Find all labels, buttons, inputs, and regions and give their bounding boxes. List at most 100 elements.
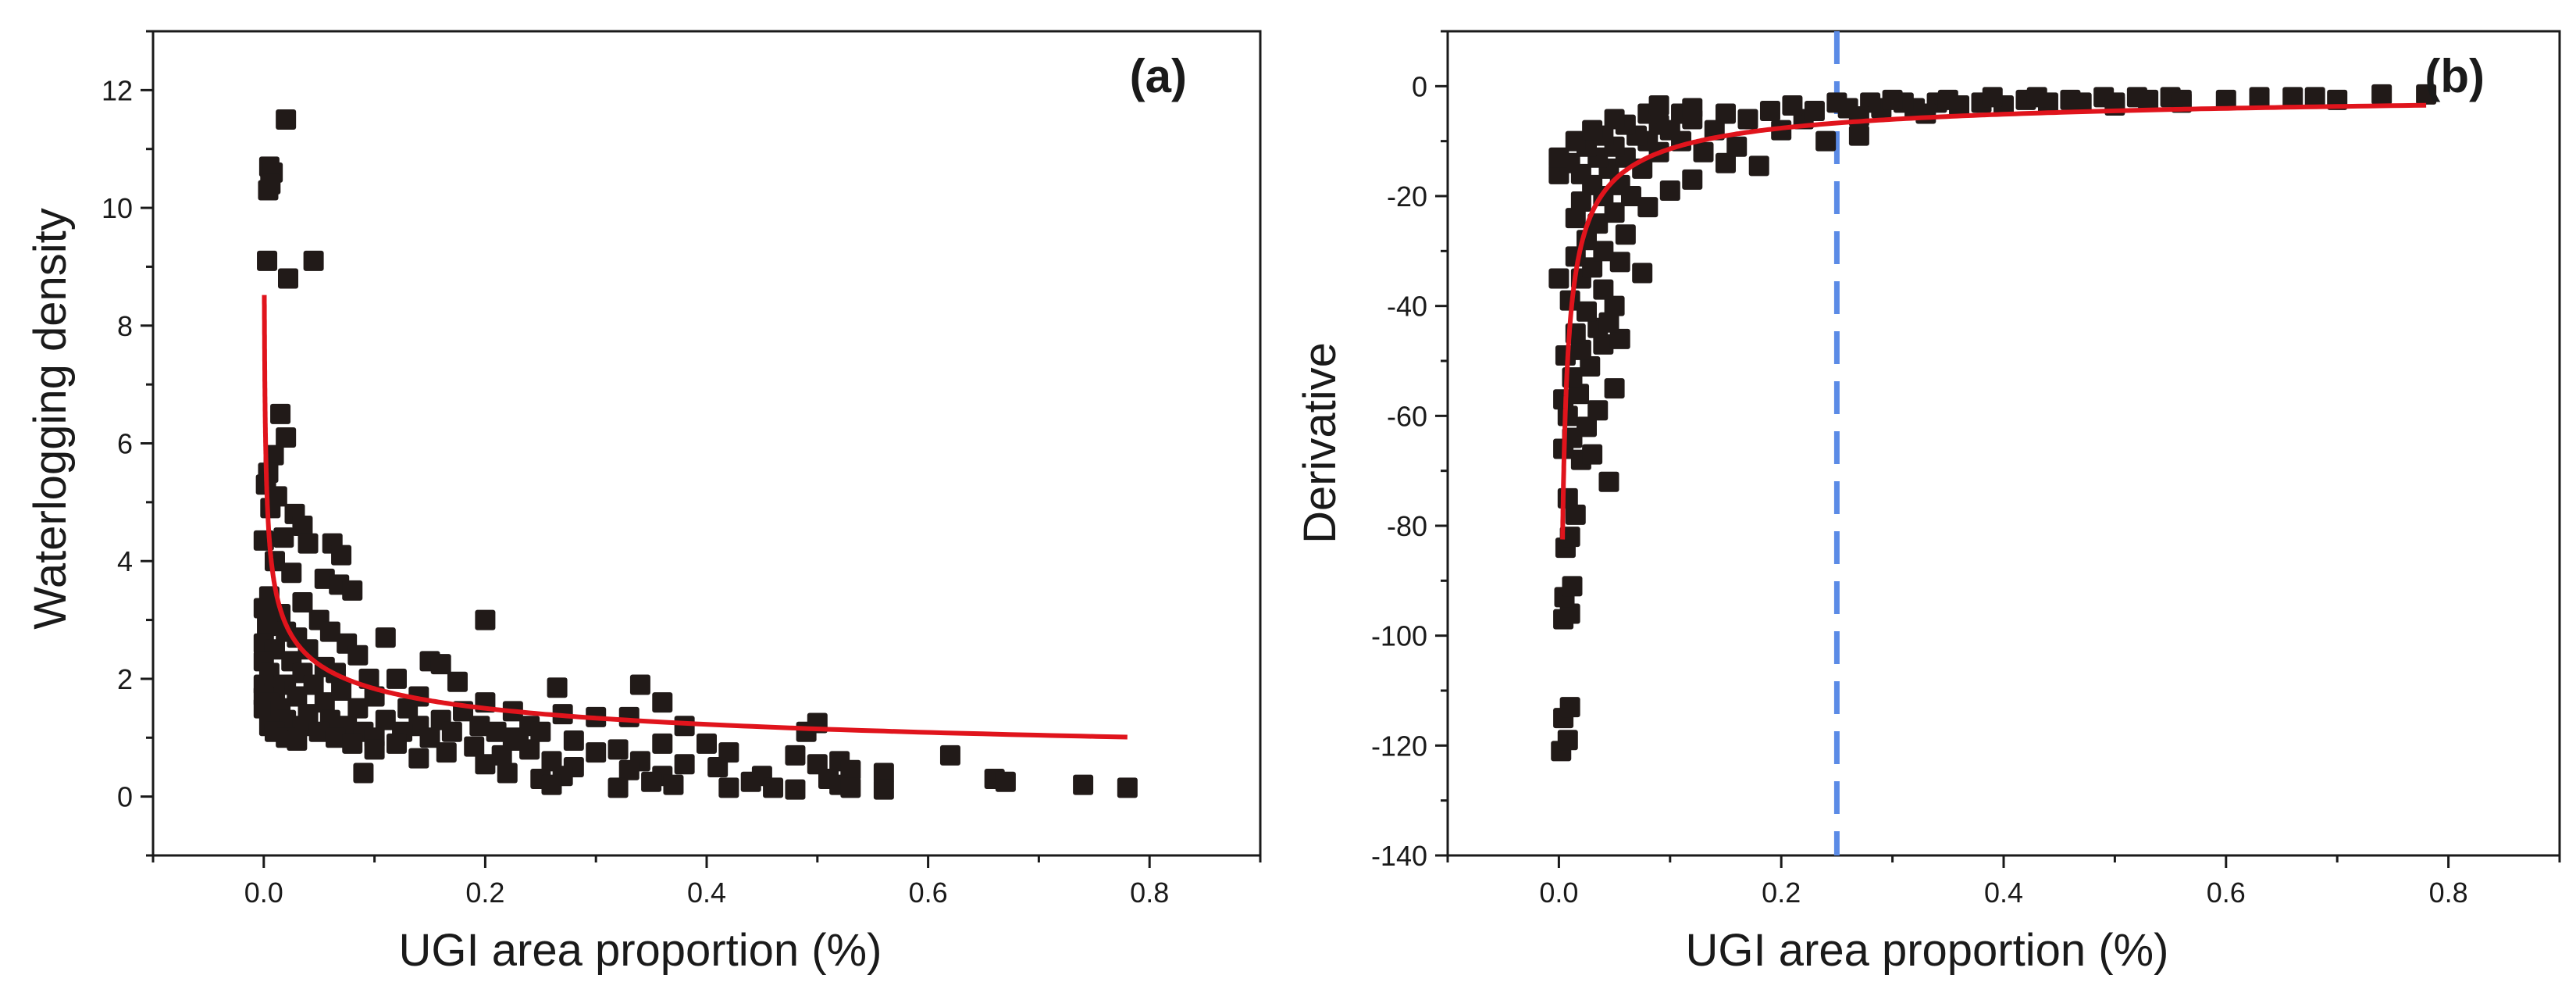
y-tick-label: 2 [117, 663, 133, 695]
data-point [1557, 487, 1578, 509]
data-point [319, 621, 340, 642]
panel-b-points [1548, 84, 2437, 762]
data-point [652, 733, 673, 754]
data-point [607, 777, 629, 798]
data-point [607, 739, 629, 760]
panel-a-points [253, 109, 1138, 800]
panel-b-fit-curve [1560, 102, 2427, 540]
data-point [2060, 89, 2081, 110]
data-point [508, 730, 529, 752]
data-point [1748, 155, 1769, 177]
data-point [475, 754, 496, 775]
data-point [1548, 147, 1569, 168]
data-point [298, 639, 319, 660]
y-tick-label: 8 [117, 310, 133, 342]
data-point [1632, 262, 1653, 284]
data-point [1570, 191, 1591, 212]
data-point [2416, 84, 2437, 105]
data-point [1737, 109, 1758, 130]
data-point [2371, 84, 2393, 105]
data-point [1559, 603, 1580, 624]
data-point [1915, 103, 1936, 124]
data-point [618, 759, 640, 780]
fit-line [1560, 102, 2427, 540]
data-point [386, 733, 407, 754]
data-point [1937, 89, 1958, 110]
panel-b-chart: 0.0 0.2 0.4 0.6 0.8-140-120-100-80-60-40-200… [1295, 30, 2561, 976]
data-point [629, 674, 650, 695]
data-point [281, 562, 302, 584]
data-point [1815, 130, 1837, 152]
data-point [1604, 202, 1625, 223]
data-point [342, 580, 363, 601]
data-point [347, 698, 369, 719]
data-point [2215, 89, 2236, 110]
data-point [1565, 504, 1586, 525]
data-point [419, 727, 440, 748]
data-point [263, 445, 284, 466]
x-tick-label: 0.2 [1762, 877, 1801, 909]
data-point [325, 727, 346, 748]
data-point [563, 730, 584, 752]
data-point [436, 742, 457, 763]
data-point [342, 733, 363, 754]
data-point [287, 686, 308, 707]
data-point [253, 598, 274, 619]
data-point [1726, 136, 1748, 157]
data-point [1848, 125, 1869, 146]
x-tick-label: 0.0 [1539, 877, 1578, 909]
data-point [441, 721, 462, 742]
data-point [2026, 87, 2047, 108]
panel-a-y-axis-title: Waterlogging density [25, 208, 76, 629]
x-tick-label: 0.8 [1130, 877, 1169, 909]
panel-b-x-axis-title: UGI area proportion (%) [1686, 925, 2169, 976]
data-point [1615, 224, 1636, 245]
panel-b-y-axis-title: Derivative [1295, 342, 1345, 544]
data-point [2304, 87, 2325, 108]
data-point [1826, 92, 1847, 113]
data-point [1565, 208, 1586, 229]
data-point [1580, 356, 1601, 377]
data-point [375, 709, 396, 730]
data-point [1559, 697, 1580, 718]
data-point [873, 762, 894, 784]
data-point [1562, 576, 1583, 597]
data-point [1682, 169, 1703, 190]
data-point [541, 774, 562, 795]
data-point [1565, 130, 1586, 152]
data-point [1682, 98, 1703, 119]
panel-a-axes: 0.0 0.2 0.4 0.6 0.8 0 2 4 6 8 10 12 [102, 30, 1262, 909]
data-point [364, 739, 385, 760]
y-tick-label: 0 [1412, 70, 1427, 102]
data-point [1587, 400, 1609, 421]
y-tick-label: -40 [1387, 291, 1427, 323]
panel-a-fit-curve [262, 295, 1128, 740]
data-point [2249, 87, 2270, 108]
data-point [408, 748, 429, 769]
data-point [1693, 141, 1714, 162]
data-point [292, 516, 313, 536]
data-point [1598, 312, 1619, 333]
data-point [1648, 95, 1669, 116]
data-point [273, 527, 294, 548]
y-tick-label: 0 [117, 781, 133, 813]
data-point [258, 180, 279, 201]
data-point [270, 403, 291, 424]
x-tick-label: 0.4 [687, 877, 726, 909]
data-point [497, 762, 518, 784]
data-point [276, 427, 297, 448]
data-point [1637, 197, 1659, 218]
data-point [707, 756, 729, 777]
data-point [1804, 100, 1825, 121]
data-point [1570, 339, 1591, 360]
data-point [331, 545, 352, 566]
data-point [253, 698, 274, 719]
data-point [1593, 241, 1614, 262]
data-point [1593, 279, 1614, 300]
x-tick-label: 0.4 [1984, 877, 2023, 909]
x-tick-label: 0.8 [2429, 877, 2468, 909]
panel-a-chart: 0.0 0.2 0.4 0.6 0.8 0 2 4 6 8 10 12 (a) UGI area pr… [25, 30, 1262, 976]
data-point [785, 745, 806, 766]
data-point [1577, 416, 1597, 437]
